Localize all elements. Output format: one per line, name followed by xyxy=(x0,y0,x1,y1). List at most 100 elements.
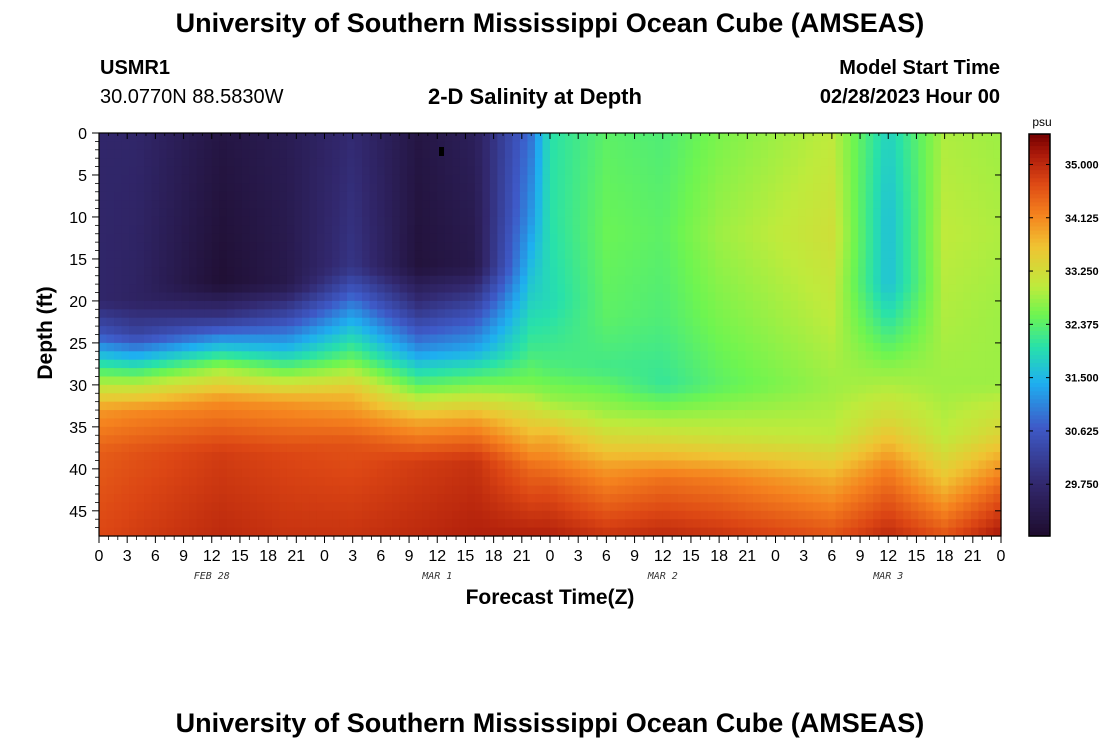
heatmap-cell xyxy=(181,216,190,226)
heatmap-cell xyxy=(422,351,431,361)
heatmap-cell xyxy=(414,426,423,436)
heatmap-cell xyxy=(805,158,814,168)
heatmap-cell xyxy=(316,133,326,142)
heatmap-cell xyxy=(813,502,822,512)
heatmap-cell xyxy=(234,292,243,302)
heatmap-cell xyxy=(196,334,205,344)
heatmap-cell xyxy=(512,393,521,403)
heatmap-cell xyxy=(798,225,807,235)
heatmap-cell xyxy=(219,166,228,176)
heatmap-cell xyxy=(858,292,867,302)
heatmap-cell xyxy=(580,250,589,260)
heatmap-cell xyxy=(241,326,250,336)
heatmap-cell xyxy=(542,275,551,285)
heatmap-cell xyxy=(444,443,453,453)
heatmap-cell xyxy=(347,452,356,462)
heatmap-cell xyxy=(414,317,423,327)
heatmap-cell xyxy=(662,384,671,394)
heatmap-cell xyxy=(136,468,145,478)
heatmap-cell xyxy=(136,258,145,268)
heatmap-cell xyxy=(602,225,611,235)
heatmap-cell xyxy=(602,216,611,226)
heatmap-cell xyxy=(760,233,769,243)
heatmap-cell xyxy=(677,342,686,352)
heatmap-cell xyxy=(324,342,333,352)
heatmap-cell xyxy=(121,460,130,470)
heatmap-cell xyxy=(121,494,130,504)
heatmap-cell xyxy=(121,183,130,193)
heatmap-cell xyxy=(332,166,341,176)
heatmap-cell xyxy=(256,376,265,386)
heatmap-cell xyxy=(354,410,363,420)
heatmap-cell xyxy=(640,410,649,420)
heatmap-cell xyxy=(632,426,641,436)
heatmap-cell xyxy=(820,216,829,226)
heatmap-cell xyxy=(692,267,701,277)
heatmap-cell xyxy=(234,351,243,361)
heatmap-cell xyxy=(850,258,859,268)
heatmap-cell xyxy=(692,149,701,159)
heatmap-cell xyxy=(234,158,243,168)
heatmap-cell xyxy=(835,200,844,210)
heatmap-cell xyxy=(151,527,160,537)
heatmap-cell xyxy=(166,485,175,495)
heatmap-cell xyxy=(527,183,536,193)
heatmap-cell xyxy=(617,208,626,218)
heatmap-cell xyxy=(670,426,679,436)
heatmap-cell xyxy=(301,200,311,210)
heatmap-cell xyxy=(813,326,822,336)
heatmap-cell xyxy=(264,519,273,529)
heatmap-cell xyxy=(249,401,258,411)
heatmap-cell xyxy=(474,401,483,411)
heatmap-cell xyxy=(347,149,356,159)
heatmap-cell xyxy=(459,242,468,252)
heatmap-cell xyxy=(655,174,664,184)
heatmap-cell xyxy=(286,233,296,243)
heatmap-cell xyxy=(843,477,852,487)
heatmap-cell xyxy=(219,334,228,344)
heatmap-cell xyxy=(828,393,837,403)
heatmap-cell xyxy=(407,494,416,504)
heatmap-cell xyxy=(813,300,822,310)
heatmap-cell xyxy=(294,158,303,168)
heatmap-cell xyxy=(339,326,348,336)
heatmap-cell xyxy=(271,342,280,352)
heatmap-cell xyxy=(99,284,108,294)
heatmap-cell xyxy=(407,216,416,226)
heatmap-cell xyxy=(294,275,303,285)
heatmap-cell xyxy=(790,519,799,529)
heatmap-cell xyxy=(339,477,348,487)
heatmap-cell xyxy=(271,460,280,470)
heatmap-cell xyxy=(301,174,311,184)
heatmap-cell xyxy=(858,284,867,294)
heatmap-cell xyxy=(489,292,498,302)
heatmap-cell xyxy=(783,384,792,394)
heatmap-cell xyxy=(294,133,303,142)
heatmap-cell xyxy=(715,242,724,252)
heatmap-cell xyxy=(587,502,596,512)
heatmap-cell xyxy=(542,393,551,403)
heatmap-cell xyxy=(279,351,288,361)
heatmap-cell xyxy=(512,351,521,361)
heatmap-cell xyxy=(234,410,243,420)
heatmap-cell xyxy=(843,233,852,243)
heatmap-cell xyxy=(542,183,551,193)
heatmap-cell xyxy=(271,494,280,504)
heatmap-cell xyxy=(121,216,130,226)
heatmap-cell xyxy=(279,233,288,243)
heatmap-cell xyxy=(204,342,213,352)
heatmap-cell xyxy=(512,309,521,319)
heatmap-cell xyxy=(136,334,145,344)
heatmap-cell xyxy=(662,418,671,428)
heatmap-cell xyxy=(655,510,664,520)
heatmap-cell xyxy=(715,393,724,403)
heatmap-cell xyxy=(722,443,731,453)
heatmap-cell xyxy=(865,216,874,226)
heatmap-cell xyxy=(189,452,198,462)
heatmap-cell xyxy=(226,183,235,193)
heatmap-cell xyxy=(264,284,273,294)
heatmap-cell xyxy=(414,292,423,302)
heatmap-cell xyxy=(129,443,138,453)
heatmap-cell xyxy=(835,359,844,369)
heatmap-cell xyxy=(181,326,190,336)
